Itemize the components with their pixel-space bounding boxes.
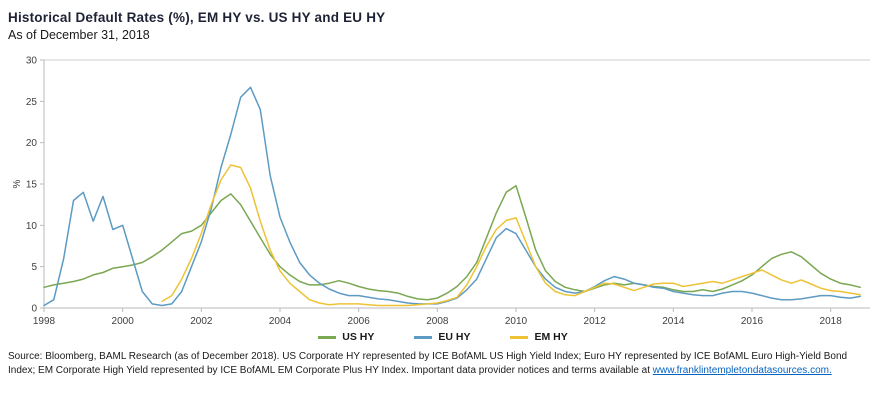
svg-text:5: 5 [31, 262, 37, 273]
chart-title: Historical Default Rates (%), EM HY vs. … [8, 10, 386, 25]
chart-subtitle: As of December 31, 2018 [8, 28, 150, 42]
svg-text:2010: 2010 [505, 316, 528, 327]
legend-item-eu-hy: EU HY [414, 331, 470, 343]
svg-text:1998: 1998 [33, 316, 56, 327]
svg-text:20: 20 [26, 138, 38, 149]
svg-text:%: % [12, 179, 23, 188]
chart-legend: US HY EU HY EM HY [8, 331, 878, 343]
source-text: Source: Bloomberg, BAML Research (as of … [8, 351, 848, 376]
svg-text:2006: 2006 [348, 316, 371, 327]
svg-text:2000: 2000 [112, 316, 135, 327]
data-sources-link[interactable]: www.franklintempletondatasources.com. [652, 364, 832, 376]
svg-text:0: 0 [31, 304, 37, 315]
svg-text:2002: 2002 [190, 316, 213, 327]
chart-card: Historical Default Rates (%), EM HY vs. … [8, 10, 878, 377]
svg-text:2016: 2016 [741, 316, 764, 327]
svg-text:2004: 2004 [269, 316, 292, 327]
chart-header: Historical Default Rates (%), EM HY vs. … [8, 10, 878, 42]
svg-text:30: 30 [26, 56, 38, 67]
svg-text:2018: 2018 [820, 316, 843, 327]
source-note: Source: Bloomberg, BAML Research (as of … [8, 350, 878, 377]
svg-text:15: 15 [26, 180, 38, 191]
legend-item-us-hy: US HY [318, 331, 374, 343]
legend-label-us-hy: US HY [342, 331, 375, 343]
svg-text:2012: 2012 [584, 316, 607, 327]
svg-text:2008: 2008 [426, 316, 449, 327]
chart-svg: 0 5 10 15 20 25 30 1998 2000 2002 2004 2006 2008 2010… [12, 56, 870, 327]
em-hy-line-swatch [510, 335, 529, 339]
legend-label-em-hy: EM HY [534, 331, 568, 343]
legend-label-eu-hy: EU HY [438, 331, 471, 343]
svg-text:25: 25 [26, 97, 38, 108]
eu-hy-line-swatch [414, 335, 433, 339]
us-hy-line-swatch [318, 335, 337, 339]
legend-item-em-hy: EM HY [510, 331, 568, 343]
svg-text:10: 10 [26, 221, 38, 232]
svg-text:2014: 2014 [662, 316, 685, 327]
